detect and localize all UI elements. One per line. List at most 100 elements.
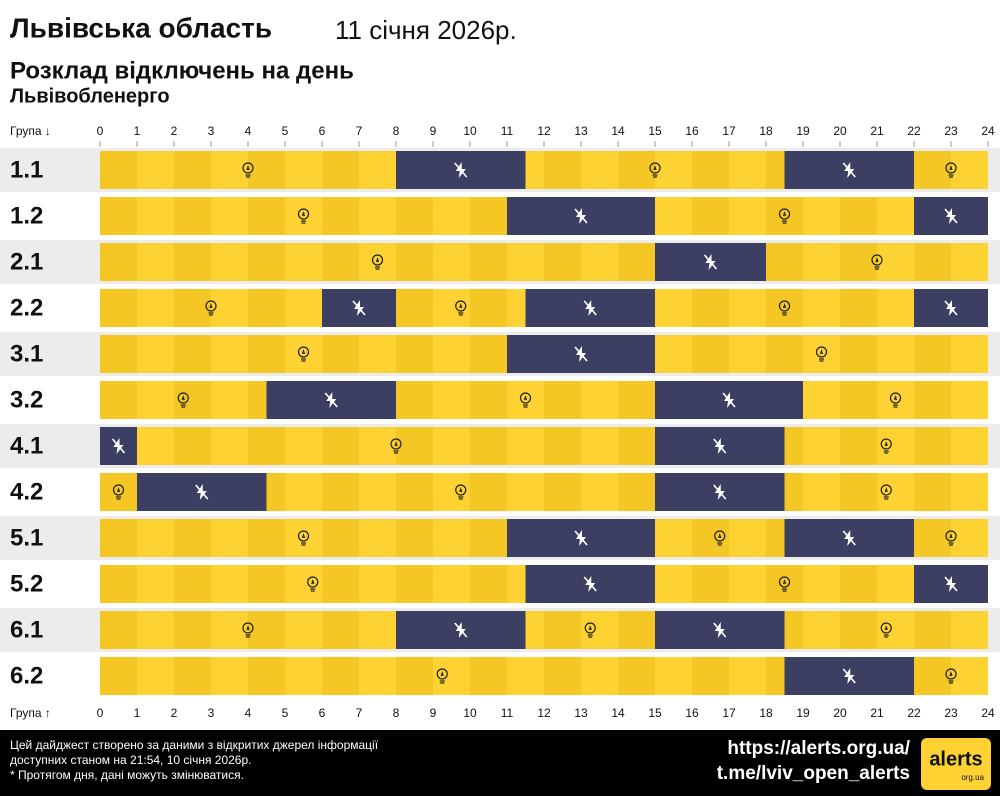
hour-shade [544,151,581,189]
icon-on [889,392,902,408]
hour-shade [396,289,433,327]
icon-part [875,257,879,263]
icon-part [195,484,209,500]
hour-shade [174,565,211,603]
on-bar [100,611,988,649]
icon-part [778,300,791,312]
hour-shade [174,611,211,649]
hour-shade [618,473,655,511]
x-tick-label: 0 [97,124,104,138]
x-tick-label: 6 [319,706,326,720]
x-tick-label: 17 [722,706,736,720]
x-tick-label: 12 [537,706,551,720]
hour-shade [914,243,951,281]
hour-shade [840,611,877,649]
group-label: 3.1 [10,340,43,367]
icon-part [112,484,125,496]
hour-shade [840,335,877,373]
icon-on [519,392,532,408]
footer-link[interactable]: https://alerts.org.ua/ [727,738,910,759]
x-tick-label: 17 [722,124,736,138]
hour-shade [840,427,877,465]
hour-shade [544,611,581,649]
icon-on [880,438,892,454]
hour-shade [914,151,951,189]
icon-part [880,438,892,450]
icon-off [722,392,736,408]
x-tick-label: 5 [282,706,289,720]
icon-part [949,671,953,677]
title: Львівська область [10,12,272,43]
x-tick-label: 9 [430,124,437,138]
icon-part [653,165,657,171]
icon-off [713,484,727,500]
hour-shade [174,151,211,189]
footer-link[interactable]: t.me/lviv_open_alerts [717,763,910,784]
icon-on [242,162,254,178]
icon-on [455,484,467,500]
hour-shade [470,473,507,511]
icon-part [778,576,791,588]
x-tick-label: 7 [356,124,363,138]
hour-shade [100,611,137,649]
icon-part [842,162,856,178]
icon-on [880,484,892,500]
hour-shade [174,289,211,327]
x-tick-label: 11 [501,706,514,720]
icon-off [324,392,338,408]
hour-shade [322,427,359,465]
hour-shade [248,243,285,281]
hour-shade [692,151,729,189]
icon-on [177,392,189,408]
hour-shade [470,335,507,373]
x-tick-label: 1 [134,124,141,138]
icon-part [649,162,661,174]
icon-off [583,300,597,316]
hour-shade [470,657,507,695]
icon-part [394,441,398,447]
hour-shade [322,473,359,511]
icon-part [352,300,366,316]
icon-part [583,576,597,592]
hour-shade [322,197,359,235]
hour-shade [248,335,285,373]
x-tick-label: 2 [171,706,178,720]
x-tick-label: 2 [171,124,178,138]
icon-part [574,530,588,546]
icon-part [893,395,898,401]
icon-part [523,395,528,401]
hour-shade [618,657,655,695]
icon-part [111,438,126,454]
icon-part [718,533,722,539]
x-tick-label: 22 [907,706,921,720]
hour-shade [322,335,359,373]
icon-off [713,622,727,638]
icon-part [842,668,856,684]
icon-on [297,346,310,362]
x-tick-label: 8 [393,706,400,720]
icon-off [713,438,727,454]
x-tick-label: 0 [97,706,104,720]
x-tick-label: 3 [208,124,215,138]
hour-shade [396,473,433,511]
hour-shade [100,519,137,557]
x-tick-label: 18 [759,706,773,720]
hour-shade [100,197,137,235]
icon-part [944,208,958,224]
hour-shade [470,197,507,235]
hour-shade [840,243,877,281]
hour-shade [100,565,137,603]
icon-part [949,533,953,539]
hour-shade [618,151,655,189]
hour-shade [322,565,359,603]
icon-part [436,668,448,680]
icon-on [778,208,791,224]
hour-shade [914,611,951,649]
hour-shade [914,519,951,557]
hour-shade [100,289,137,327]
x-tick-label: 15 [648,706,662,720]
icon-part [390,438,402,450]
hour-shade [692,335,729,373]
hour-shade [766,197,803,235]
